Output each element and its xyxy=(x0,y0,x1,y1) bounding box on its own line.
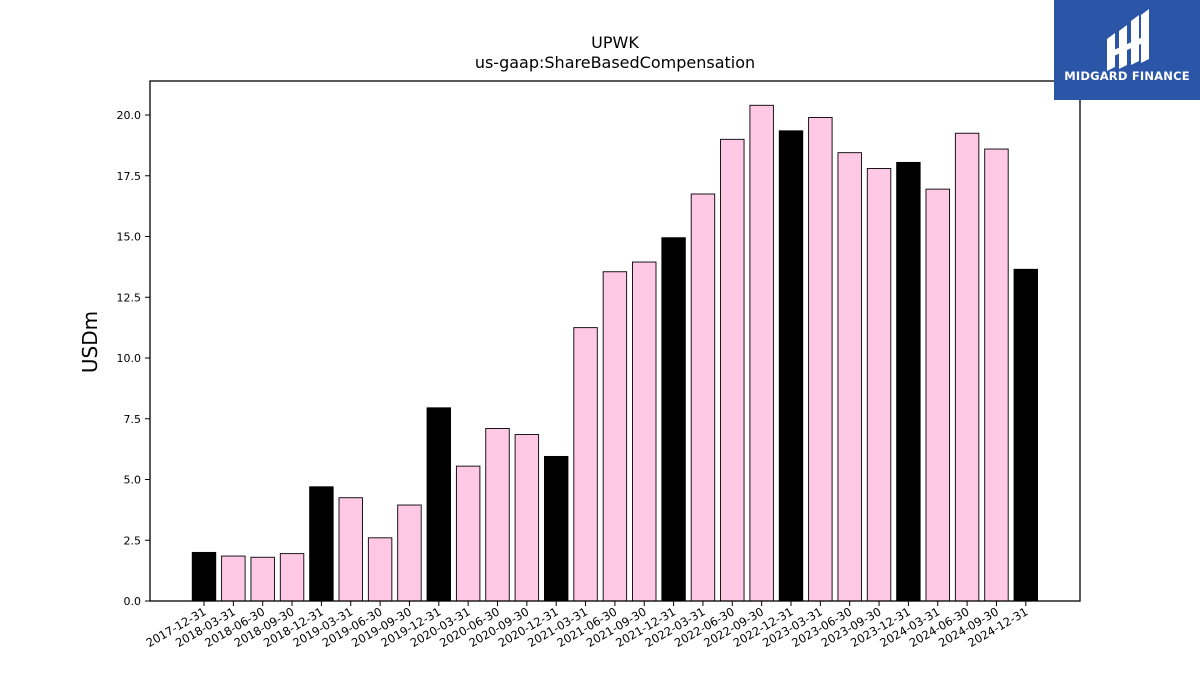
midgard-finance-logo: MIDGARD FINANCE xyxy=(1054,0,1200,100)
bar-2024-06-30 xyxy=(954,132,980,602)
bar-2023-09-30 xyxy=(866,168,892,602)
bar-2020-09-30 xyxy=(514,434,540,602)
y-tick-label: 10.0 xyxy=(117,352,142,365)
y-tick-label: 12.5 xyxy=(117,291,142,304)
y-tick-label: 2.5 xyxy=(124,534,142,547)
y-tick-label: 0.0 xyxy=(124,595,142,608)
bar-2019-06-30 xyxy=(367,537,393,602)
bar-2022-03-31 xyxy=(690,193,716,602)
y-tick-label: 17.5 xyxy=(117,170,142,183)
y-tick-label: 5.0 xyxy=(124,474,142,487)
bar-2017-12-31 xyxy=(191,551,217,602)
chart-title: UPWK xyxy=(591,33,639,52)
bar-2021-06-30 xyxy=(602,271,628,602)
bar-2019-09-30 xyxy=(397,504,422,602)
bar-2022-09-30 xyxy=(749,104,774,602)
bar-2024-12-31 xyxy=(1013,268,1038,602)
bar-2023-06-30 xyxy=(837,152,862,602)
logo-mark-icon xyxy=(1107,9,1149,71)
bar-2021-12-31 xyxy=(661,237,686,602)
bar-2022-06-30 xyxy=(720,138,745,602)
bar-2018-06-30 xyxy=(250,556,275,602)
bar-2018-12-31 xyxy=(309,486,334,602)
bar-2020-12-31 xyxy=(544,455,569,602)
bar-2018-09-30 xyxy=(279,553,305,602)
bar-2023-03-31 xyxy=(808,116,833,602)
bar-2021-09-30 xyxy=(632,261,657,602)
bar-2021-03-31 xyxy=(573,327,598,602)
bar-2024-09-30 xyxy=(984,148,1009,602)
bar-2022-12-31 xyxy=(778,130,804,602)
bar-2018-03-31 xyxy=(221,555,246,602)
bar-2019-03-31 xyxy=(338,497,363,602)
bar-2023-12-31 xyxy=(896,161,921,602)
y-tick-label: 20.0 xyxy=(117,109,142,122)
y-axis-label: USDm xyxy=(78,311,102,373)
logo-text: MIDGARD FINANCE xyxy=(1064,69,1190,83)
chart-subtitle: us-gaap:ShareBasedCompensation xyxy=(475,53,755,72)
y-tick-label: 7.5 xyxy=(124,413,142,426)
y-tick-label: 15.0 xyxy=(117,231,142,244)
bar-2020-03-31 xyxy=(455,465,481,602)
bar-2019-12-31 xyxy=(426,407,451,602)
bar-2024-03-31 xyxy=(925,188,950,602)
bar-2020-06-30 xyxy=(485,428,510,602)
